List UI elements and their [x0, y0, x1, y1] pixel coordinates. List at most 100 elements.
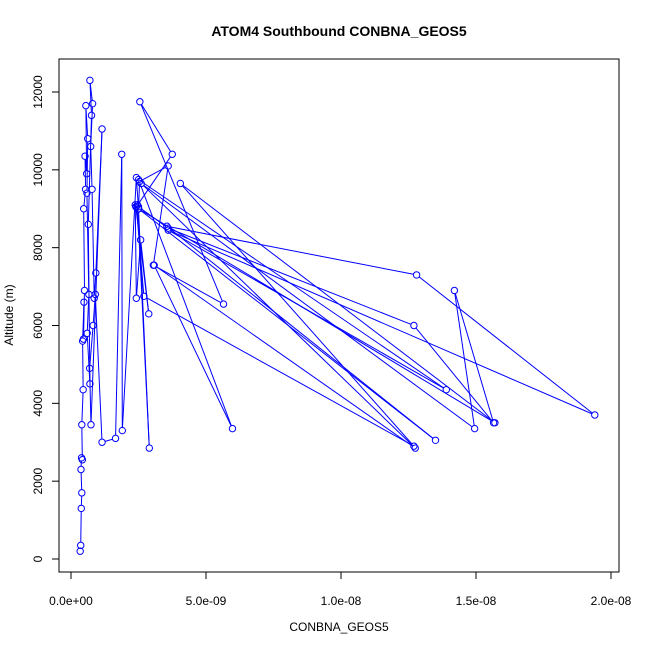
data-point: [83, 189, 91, 197]
x-axis: 0.0e+00 5.0e-09 1.0e-08 1.5e-08 2.0e-08: [49, 571, 632, 608]
data-point: [78, 421, 86, 429]
y-axis-label: Altitude (m): [2, 284, 16, 345]
data-point: [89, 321, 97, 330]
data-point: [168, 150, 176, 158]
series-line-segment: [454, 293, 494, 420]
y-tick-label: 0: [31, 555, 45, 562]
series-line-segment: [121, 157, 123, 428]
y-axis: 0 2000 4000 6000 8000 10000 12000: [31, 75, 60, 562]
data-point: [132, 203, 141, 211]
series-line-segment: [89, 371, 92, 422]
data-point: [85, 364, 94, 373]
data-point: [132, 294, 141, 302]
data-point: [164, 162, 172, 170]
data-point: [136, 236, 145, 244]
data-point: [79, 386, 87, 394]
data-point: [134, 205, 143, 213]
data-point: [470, 424, 479, 433]
data-point: [98, 438, 106, 446]
series-line-segment: [86, 297, 90, 331]
data-point: [140, 292, 148, 301]
series-line-segment: [140, 208, 166, 227]
data-point: [412, 271, 421, 279]
series-line-segment: [104, 438, 113, 442]
data-point: [81, 152, 89, 160]
data-point: [145, 444, 154, 452]
data-point: [134, 203, 143, 211]
data-point: [78, 489, 86, 497]
series-layer: [76, 76, 599, 555]
data-point: [79, 335, 88, 343]
series-line-segment: [81, 392, 84, 422]
data-point: [77, 465, 85, 474]
chart-title: ATOM4 Southbound CONBNA_GEOS5: [211, 23, 467, 39]
x-tick-label: 2.0e-08: [591, 594, 632, 608]
data-point: [88, 185, 96, 193]
data-point: [84, 135, 92, 143]
series-line-segment: [93, 276, 97, 296]
data-point: [145, 310, 153, 318]
series-line-segment: [182, 185, 413, 445]
series-line-segment: [89, 328, 94, 366]
series-line-segment: [91, 192, 95, 296]
series-line-segment: [86, 141, 89, 190]
series-line-segment: [82, 293, 85, 336]
y-tick-label: 6000: [31, 312, 45, 339]
data-point: [80, 286, 89, 295]
data-point: [136, 98, 144, 106]
data-point: [164, 224, 172, 232]
data-point: [150, 261, 158, 269]
data-point: [91, 290, 100, 299]
y-tick-label: 2000: [31, 467, 45, 494]
data-point: [79, 205, 88, 213]
series-line-segment: [139, 182, 232, 426]
x-axis-label: CONBNA_GEOS5: [289, 620, 389, 634]
series-line-segment: [94, 297, 103, 440]
series-line-segment: [89, 83, 92, 113]
series-line-segment: [134, 208, 137, 296]
series-line-segment: [153, 169, 169, 263]
series-line-segment: [155, 267, 232, 426]
y-tick-label: 4000: [31, 390, 45, 417]
series-line-segment: [90, 132, 103, 422]
series-line-segment: [136, 209, 145, 294]
data-point: [489, 419, 498, 427]
series-line-segment: [140, 180, 444, 389]
series-line-segment: [140, 104, 223, 302]
data-point: [84, 220, 92, 229]
series-line-segment: [170, 230, 593, 415]
data-point: [87, 142, 95, 151]
y-tick-label: 10000: [31, 153, 45, 187]
series-line-segment: [83, 211, 85, 288]
data-point: [442, 386, 450, 394]
series-line-segment: [89, 83, 93, 101]
series-line-segment: [141, 104, 171, 152]
data-point: [86, 380, 94, 388]
series-line-segment: [170, 231, 444, 389]
y-tick-label: 12000: [31, 75, 45, 109]
series-line-segment: [83, 192, 86, 206]
data-point: [219, 300, 228, 308]
data-point: [90, 294, 98, 302]
data-point: [92, 269, 100, 277]
data-point: [118, 426, 127, 435]
data-point: [87, 111, 96, 120]
data-point: [98, 125, 106, 133]
series-line-segment: [143, 184, 473, 428]
data-point: [78, 456, 87, 464]
data-point: [228, 424, 237, 433]
x-tick-label: 5.0e-09: [186, 594, 227, 608]
data-point: [410, 442, 418, 450]
data-point: [76, 547, 84, 555]
data-point: [82, 170, 91, 178]
series-line-segment: [80, 472, 83, 490]
series-line-segment: [169, 227, 434, 439]
x-tick-label: 0.0e+00: [49, 594, 93, 608]
series-line-segment: [156, 266, 413, 447]
series-line-segment: [87, 227, 91, 381]
y-tick-label: 8000: [31, 234, 45, 261]
series-line-segment: [418, 276, 593, 414]
data-point: [410, 321, 418, 330]
